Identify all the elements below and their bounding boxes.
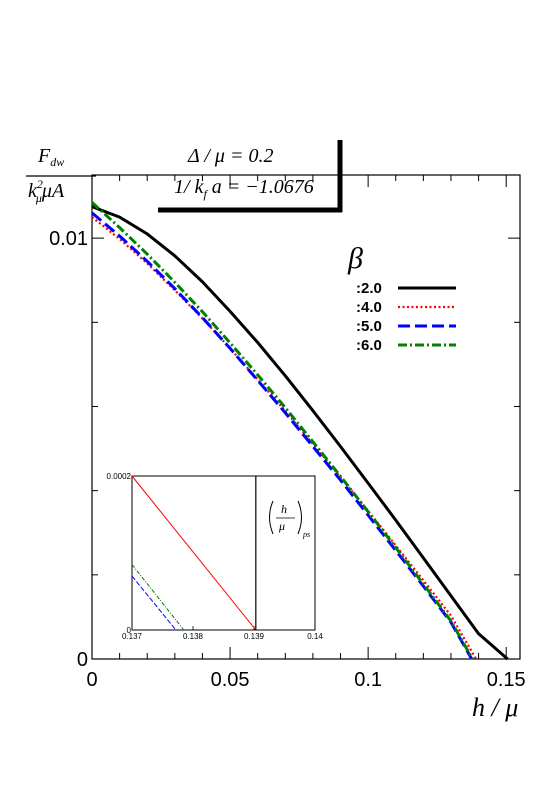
- x-axis-label: h / μ: [472, 693, 518, 722]
- inset-label-denominator: μ: [278, 519, 285, 533]
- annotation-line-1: Δ / μ = 0.2: [187, 145, 273, 167]
- legend-label: :2.0: [356, 280, 382, 297]
- inset-x-tick-label: 0.139: [244, 632, 265, 641]
- series-line-20: [91, 205, 509, 661]
- series-lines: [90, 201, 509, 661]
- inset-x-tick-label: 0.137: [122, 632, 143, 641]
- inset-series-line: [131, 564, 185, 631]
- inset-series-line: [131, 475, 257, 631]
- y-tick-label: 0: [77, 649, 88, 671]
- x-tick-label: 0.05: [211, 669, 250, 691]
- inset-chart: 0.137 0.138 0.139 0.14 0 0.0002 h μ ps: [107, 472, 324, 641]
- y-tick-label: 0.01: [49, 228, 88, 250]
- legend-title: β: [347, 242, 363, 275]
- axis-tick-labels: 0 0.05 0.1 0.15 0 0.01: [49, 228, 526, 691]
- legend-label: :6.0: [356, 337, 382, 354]
- inset-label-numerator: h: [281, 502, 287, 516]
- y-label-denominator: k2 μμA: [28, 177, 65, 205]
- x-tick-label: 0.15: [487, 669, 526, 691]
- series-line-60: [90, 201, 474, 660]
- inset-label-subscript: ps: [302, 530, 310, 539]
- inset-x-tick-label: 0.14: [307, 632, 323, 641]
- inset-y-tick-label: 0.0002: [107, 472, 132, 481]
- inset-label-right-paren: [297, 500, 302, 535]
- plot-frame: [91, 174, 521, 660]
- legend-label: :4.0: [356, 299, 382, 316]
- inset-lines: [131, 475, 257, 631]
- axis-ticks: [91, 175, 520, 660]
- parameter-annotation: Δ / μ = 0.2 1/ kf a = −1.0676: [158, 140, 343, 213]
- inset-frame: [131, 475, 316, 631]
- inset-vline-label: h μ ps: [269, 500, 310, 539]
- inset-label-left-paren: [269, 500, 274, 535]
- legend: β :2.0 :4.0 :5.0 :6.0: [347, 242, 456, 354]
- inset-series-line: [131, 575, 177, 631]
- inset-y-tick-label: 0: [127, 626, 132, 635]
- series-line-50: [91, 211, 474, 660]
- legend-label: :5.0: [356, 318, 382, 335]
- series-line-40: [91, 216, 478, 660]
- x-tick-label: 0: [86, 669, 97, 691]
- y-axis-label: Fdw k2 μμA: [26, 145, 96, 205]
- annotation-line-2: 1/ kf a = −1.0676: [174, 176, 314, 201]
- inset-x-tick-label: 0.138: [183, 632, 204, 641]
- x-tick-label: 0.1: [354, 669, 382, 691]
- y-label-numerator: Fdw: [37, 145, 64, 169]
